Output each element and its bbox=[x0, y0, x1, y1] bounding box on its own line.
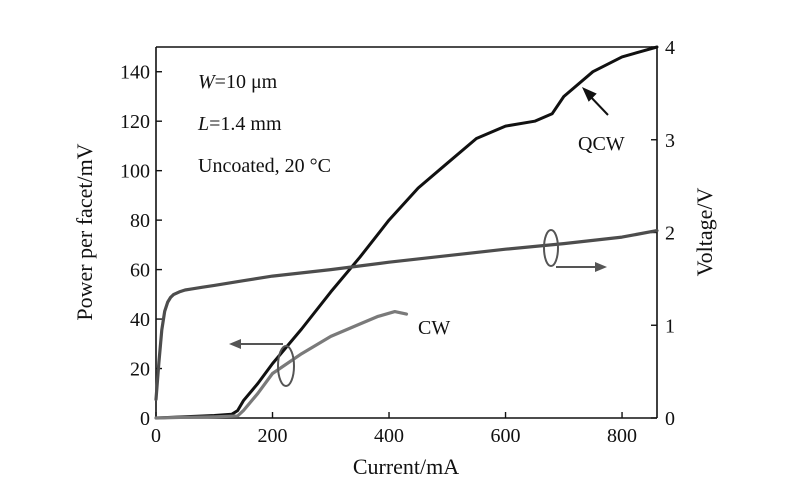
ticks: 0 200 400 600 800 0 20 40 60 80 100 120 140 0 1 2 3 4 bbox=[120, 37, 675, 447]
x-axis-title: Current/mA bbox=[353, 454, 459, 479]
y-tick-label-2: 40 bbox=[130, 309, 150, 331]
power-callout-arrowhead bbox=[229, 339, 241, 349]
x-tick-label-3: 600 bbox=[491, 425, 521, 447]
y-tick-label-7: 140 bbox=[120, 62, 150, 84]
power-callout-ellipse bbox=[277, 345, 295, 387]
y2-axis-title: Voltage/V bbox=[692, 187, 717, 276]
y2-tick-label-3: 3 bbox=[665, 130, 675, 152]
annotation-width-value: =10 μm bbox=[215, 71, 278, 93]
voltage-callout-arrowhead bbox=[595, 262, 607, 272]
y-tick-label-0: 0 bbox=[140, 408, 150, 430]
qcw-callout-arrow bbox=[581, 86, 609, 116]
series-line-qcw bbox=[154, 45, 659, 420]
annotation-length-label: L bbox=[197, 113, 209, 135]
y2-tick-label-2: 2 bbox=[665, 223, 675, 245]
x-tick-label-2: 400 bbox=[374, 425, 404, 447]
series-label-cw: CW bbox=[418, 317, 450, 339]
series-label-qcw: QCW bbox=[578, 133, 625, 155]
voltage-callout-ellipse bbox=[543, 229, 559, 267]
series-layer bbox=[154, 45, 659, 420]
y2-tick-label-4: 4 bbox=[665, 37, 675, 59]
annotation-length-value: =1.4 mm bbox=[209, 113, 282, 135]
y2-tick-label-1: 1 bbox=[665, 315, 675, 337]
y-tick-label-5: 100 bbox=[120, 161, 150, 183]
x-tick-label-1: 200 bbox=[258, 425, 288, 447]
power-callout bbox=[229, 339, 295, 387]
series-line-voltage bbox=[154, 229, 659, 401]
x-tick-label-0: 0 bbox=[151, 425, 161, 447]
y-tick-label-1: 20 bbox=[130, 359, 150, 381]
y-tick-label-6: 120 bbox=[120, 111, 150, 133]
annotation-width: W=10 μm bbox=[198, 71, 278, 93]
series-line-cw bbox=[154, 310, 409, 420]
annotation-condition: Uncoated, 20 °C bbox=[198, 155, 331, 177]
y-tick-label-3: 60 bbox=[130, 260, 150, 282]
annotation-width-label: W bbox=[198, 71, 217, 93]
plot-area bbox=[155, 46, 658, 419]
y-tick-label-4: 80 bbox=[130, 210, 150, 232]
y2-tick-label-0: 0 bbox=[665, 408, 675, 430]
annotation-length: L=1.4 mm bbox=[197, 113, 282, 135]
y-axis-title: Power per facet/mV bbox=[72, 143, 97, 320]
x-tick-label-4: 800 bbox=[607, 425, 637, 447]
voltage-callout bbox=[543, 229, 607, 272]
